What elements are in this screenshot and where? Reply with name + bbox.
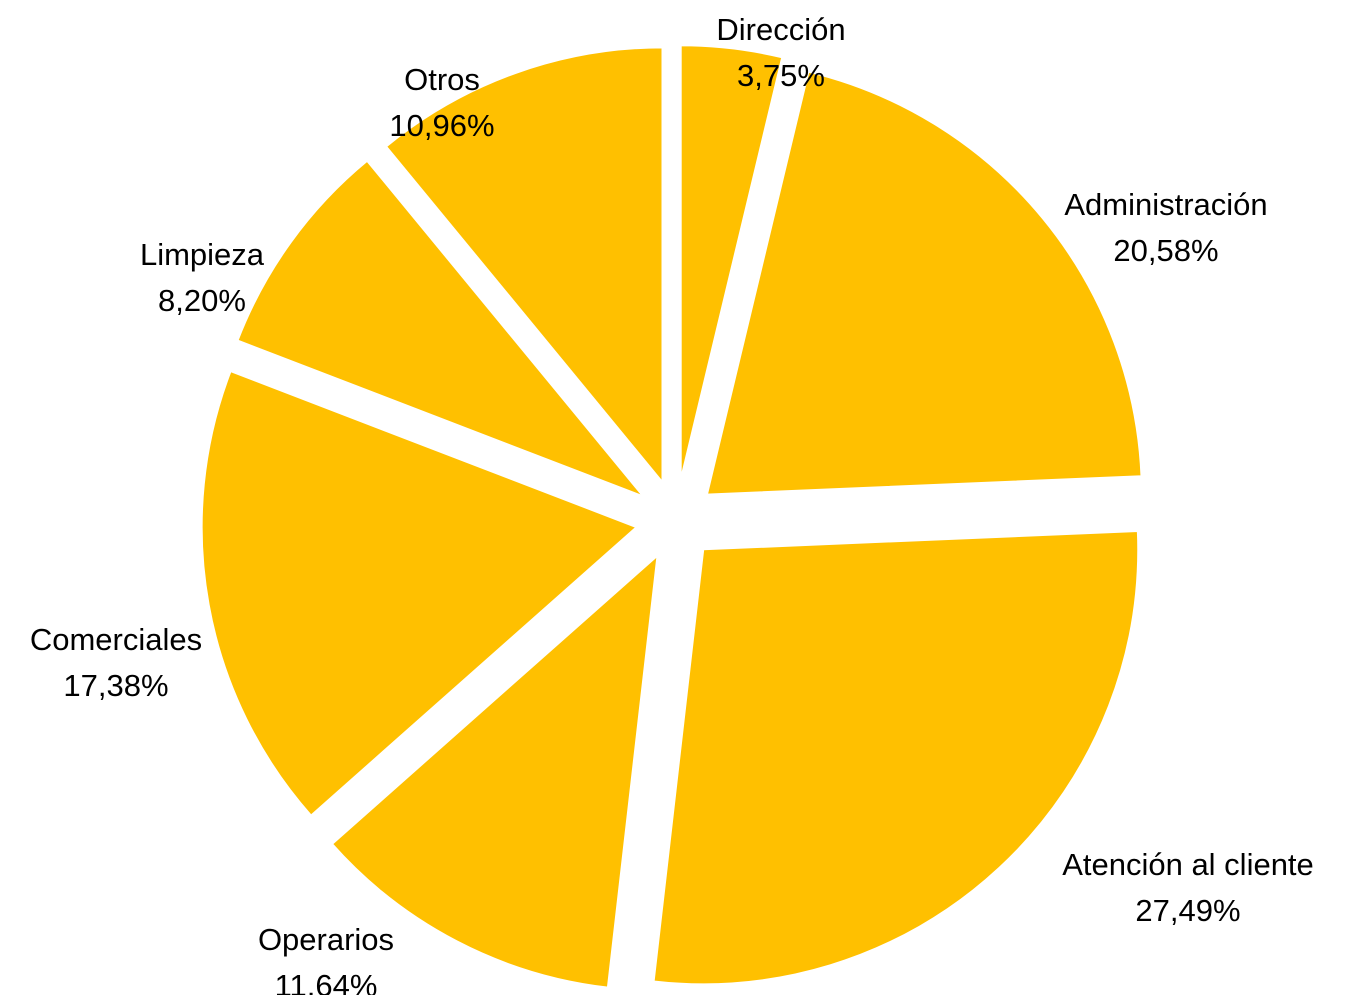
pie-labels: Dirección 3,75% Administración 20,58% Atenci… [30,12,1314,995]
pie-slice-limpieza [236,159,647,499]
slice-value-label: 3,75% [737,58,825,93]
slice-label: Limpieza 8,20% [140,237,265,318]
slice-label: Otros 10,96% [389,62,494,143]
slice-value-label: 11,64% [275,968,378,995]
slice-category-label: Atención al cliente [1062,847,1314,882]
slice-category-label: Limpieza [140,237,265,272]
slice-category-label: Operarios [258,922,394,957]
slice-label: Comerciales 17,38% [30,622,202,703]
pie-slice-dirección [679,44,784,481]
slice-label: Dirección 3,75% [716,12,845,93]
slice-label: Administración 20,58% [1064,187,1267,268]
slice-label: Atención al cliente 27,49% [1062,847,1314,928]
slice-value-label: 17,38% [63,668,168,703]
pie-slice-comerciales [200,369,639,818]
slice-value-label: 8,20% [158,283,246,318]
pie-slice-administración [705,70,1143,496]
pie-slice-otros [384,46,664,486]
slice-label: Operarios 11,64% [258,922,394,995]
slice-category-label: Dirección [716,12,845,47]
slice-value-label: 20,58% [1113,233,1218,268]
slice-category-label: Comerciales [30,622,202,657]
slice-category-label: Administración [1064,187,1267,222]
pie-slice-atención-al-cliente [652,529,1140,986]
slice-value-label: 10,96% [389,108,494,143]
pie-slice-operarios [330,552,659,989]
slice-category-label: Otros [404,62,480,97]
slice-value-label: 27,49% [1135,893,1240,928]
pie-slices [200,44,1143,989]
